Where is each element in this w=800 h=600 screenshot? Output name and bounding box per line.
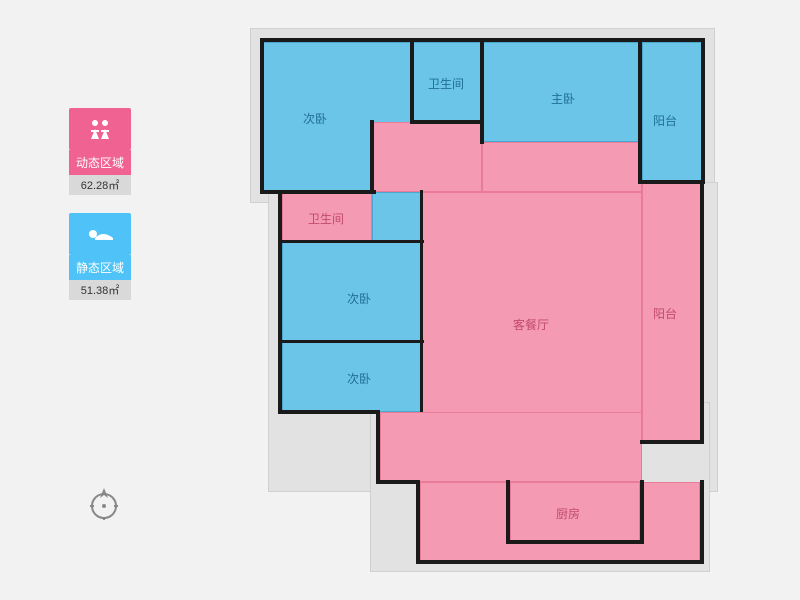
- legend-dynamic-label: 动态区域: [69, 150, 131, 175]
- room-卫生间: 卫生间: [282, 192, 372, 242]
- legend-dynamic: 动态区域 62.28㎡: [69, 108, 131, 195]
- room-label: 卫生间: [428, 75, 464, 92]
- room-卫生间: 卫生间: [412, 42, 482, 122]
- wall: [640, 180, 704, 184]
- room-label: 阳台: [653, 112, 677, 129]
- room-label: 次卧: [347, 290, 371, 307]
- people-icon: [69, 108, 131, 150]
- wall: [416, 480, 420, 564]
- room-阳台: 阳台: [642, 42, 702, 182]
- room-label: 次卧: [303, 110, 327, 127]
- legend-static: 静态区域 51.38㎡: [69, 213, 131, 300]
- wall: [278, 410, 378, 414]
- wall: [260, 190, 376, 194]
- wall: [420, 190, 423, 412]
- wall: [376, 410, 380, 484]
- compass-icon: [86, 486, 122, 522]
- room-area: [372, 192, 422, 242]
- room-label: 次卧: [347, 370, 371, 387]
- wall: [700, 480, 704, 564]
- wall: [370, 120, 374, 192]
- room-厨房: 厨房: [510, 482, 640, 542]
- wall: [410, 120, 482, 124]
- room-area: [380, 412, 642, 482]
- room-次卧: 次卧: [282, 242, 422, 342]
- wall: [410, 40, 414, 124]
- room-label: 卫生间: [308, 210, 344, 227]
- room-label: 客餐厅: [513, 316, 549, 333]
- wall: [506, 540, 644, 544]
- room-label: 阳台: [653, 305, 677, 322]
- wall: [280, 340, 424, 343]
- wall: [638, 40, 642, 184]
- room-area: [482, 142, 642, 192]
- room-label: 主卧: [551, 90, 575, 107]
- legend: 动态区域 62.28㎡ 静态区域 51.38㎡: [60, 108, 140, 318]
- wall: [280, 240, 424, 243]
- legend-static-value: 51.38㎡: [69, 280, 131, 300]
- legend-dynamic-value: 62.28㎡: [69, 175, 131, 195]
- wall: [700, 180, 704, 444]
- wall: [416, 560, 704, 564]
- wall: [376, 480, 416, 484]
- wall: [640, 480, 644, 544]
- wall: [506, 480, 510, 544]
- wall: [260, 38, 264, 194]
- room-area: [372, 122, 482, 192]
- legend-static-label: 静态区域: [69, 255, 131, 280]
- room-主卧: 主卧: [482, 42, 642, 142]
- room-label: 厨房: [556, 505, 580, 522]
- sleep-icon: [69, 213, 131, 255]
- wall: [480, 40, 484, 144]
- floor-plan: 次卧卫生间主卧阳台卫生间次卧次卧客餐厅阳台厨房: [220, 22, 740, 582]
- room-次卧: 次卧: [282, 342, 422, 412]
- wall: [640, 440, 704, 444]
- room-阳台: 阳台: [642, 182, 702, 442]
- wall: [278, 190, 282, 414]
- wall: [701, 38, 705, 184]
